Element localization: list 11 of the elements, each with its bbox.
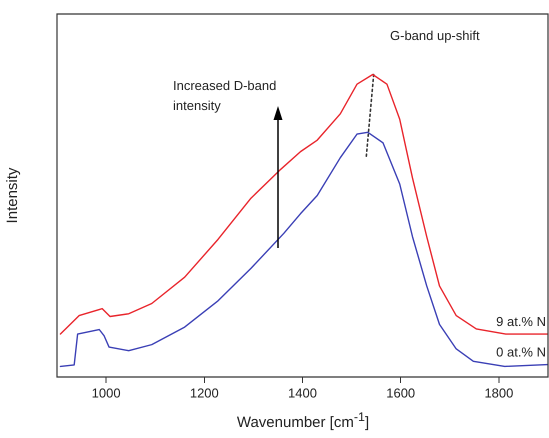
series-label: 9 at.% N [496, 314, 546, 330]
x-tick-label: 1200 [190, 385, 219, 400]
x-tick-label: 1600 [386, 385, 416, 400]
y-axis-title: Intensity [4, 167, 22, 224]
x-tick-label: 1000 [92, 385, 121, 400]
x-axis-title: Wavenumber [cm$^{-1}$] [236, 410, 370, 431]
x-tick-label: 1800 [484, 385, 514, 400]
series-label: 0 at.% N [496, 344, 546, 360]
x-tick-label: 1400 [288, 385, 317, 400]
text: G-band up-shift [390, 28, 480, 43]
annotation: Increased D-band intensity [173, 78, 276, 113]
